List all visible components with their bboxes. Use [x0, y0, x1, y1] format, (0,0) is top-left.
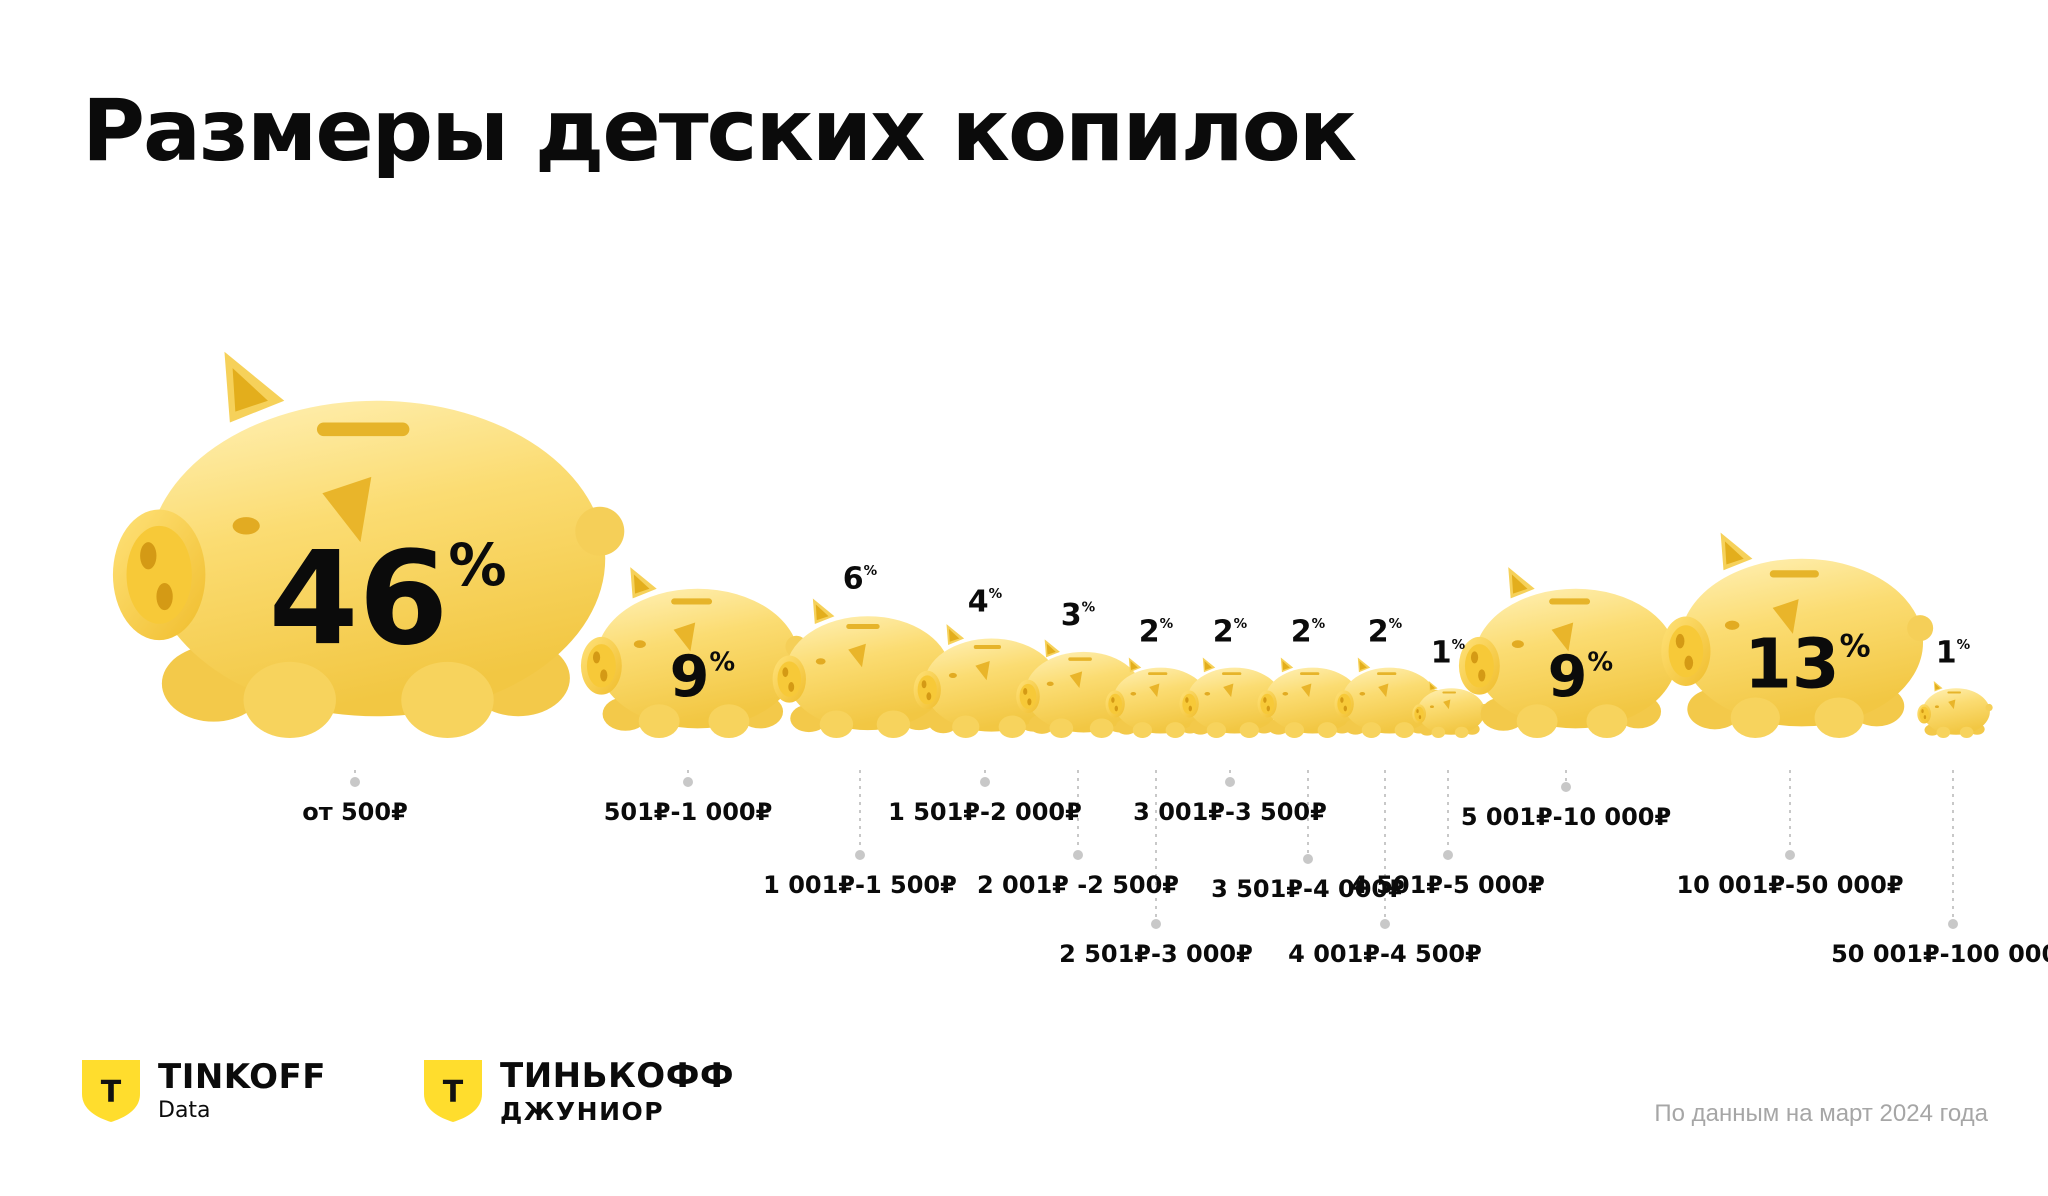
piggy-bank-icon [1917, 681, 1993, 738]
leader-dot [1785, 850, 1795, 860]
category-label: 10 001₽-50 000₽ [1676, 871, 1903, 899]
tinkoff-junior-logo: Т ТИНЬКОФФ ДЖУНИОР [422, 1058, 734, 1124]
category-label: от 500₽ [302, 798, 408, 826]
category-label: 2 001₽ -2 500₽ [977, 871, 1179, 899]
data-label: 46% [269, 524, 507, 674]
data-label: 2% [1368, 614, 1403, 649]
category-label: 2 501₽-3 000₽ [1059, 940, 1253, 968]
page-title: Размеры детских копилок [82, 81, 1357, 181]
logo-brand: TINKOFF [158, 1057, 326, 1097]
data-label: 1% [1431, 636, 1466, 671]
data-label: 3% [1061, 598, 1096, 633]
tinkoff-shield-icon: Т [82, 1060, 140, 1122]
category-label: 5 001₽-10 000₽ [1461, 803, 1671, 831]
category-label: 1 001₽-1 500₽ [763, 871, 957, 899]
leader-dot [980, 777, 990, 787]
logo-sub: ДЖУНИОР [500, 1096, 665, 1126]
leader-dot [1380, 919, 1390, 929]
data-label: 1% [1936, 636, 1971, 671]
data-label: 4% [968, 584, 1003, 619]
data-label: 2% [1139, 614, 1174, 649]
category-label: 50 001₽-100 000₽ [1831, 940, 2048, 968]
logo-brand: ТИНЬКОФФ [500, 1055, 735, 1096]
data-label: 9% [670, 644, 736, 710]
source-note: По данным на март 2024 года [1654, 1100, 1988, 1127]
leader-dot [1073, 850, 1083, 860]
category-label: 4 501₽-5 000₽ [1351, 871, 1545, 899]
leader-dot [1151, 919, 1161, 929]
piggy-bank-chart: 46% 9% 6% 4% 3% 2% 2% 2% 2% 1% 9% 13% 1% от 500₽ 501₽… [112, 351, 2048, 968]
leader-dot [350, 777, 360, 787]
leader-dot [1303, 854, 1313, 864]
data-label: 2% [1291, 614, 1326, 649]
data-label: 2% [1213, 614, 1248, 649]
tinkoff-data-logo: Т TINKOFF Data [80, 1058, 326, 1124]
tinkoff-shield-icon: Т [424, 1060, 482, 1122]
leader-dot [1561, 782, 1571, 792]
category-label: 3 501₽-4 000₽ [1211, 875, 1405, 903]
svg-text:Т: Т [443, 1075, 464, 1110]
leader-dot [1443, 850, 1453, 860]
category-label: 4 001₽-4 500₽ [1288, 940, 1482, 968]
svg-text:Т: Т [101, 1075, 122, 1110]
leader-dot [1225, 777, 1235, 787]
category-label: 501₽-1 000₽ [604, 798, 773, 826]
category-label: 3 001₽-3 500₽ [1133, 798, 1327, 826]
category-label: 1 501₽-2 000₽ [888, 798, 1082, 826]
pig-bar [1917, 681, 1993, 738]
leader-dot [683, 777, 693, 787]
data-label: 13% [1744, 625, 1871, 705]
data-label: 9% [1548, 644, 1614, 710]
leader-dot [1948, 919, 1958, 929]
logo-sub: Data [158, 1098, 211, 1123]
data-label: 6% [843, 561, 878, 596]
leader-dot [855, 850, 865, 860]
